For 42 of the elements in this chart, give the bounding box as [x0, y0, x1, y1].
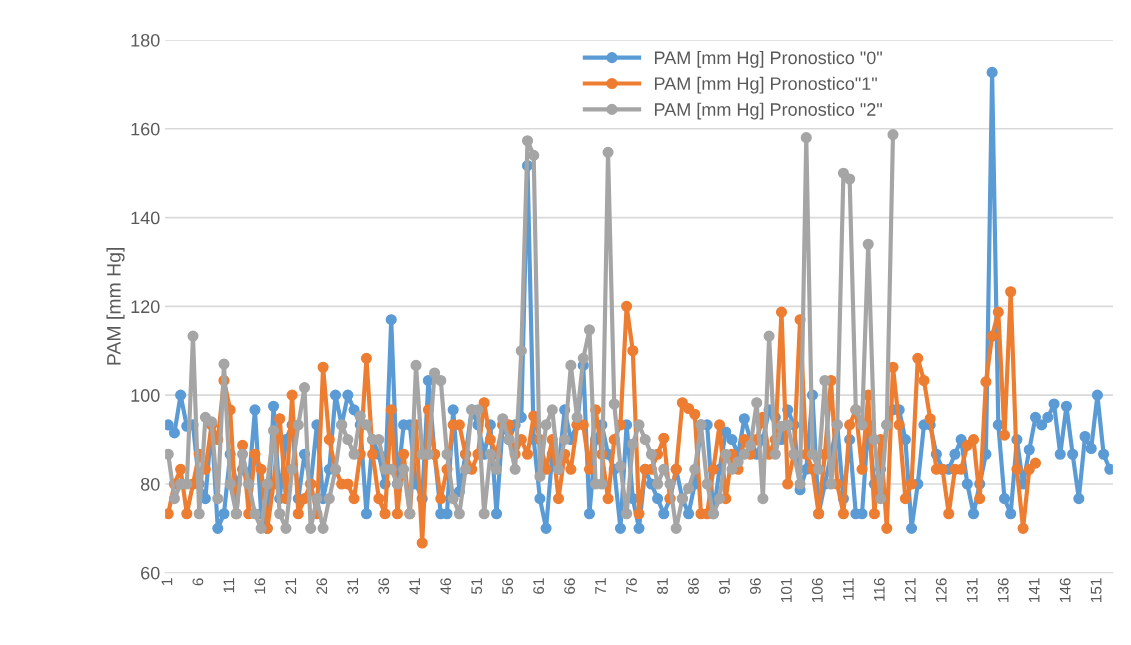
x-tick-label: 36 — [378, 578, 390, 595]
x-tick-label: 136 — [997, 578, 1009, 602]
x-tick-label: 66 — [564, 578, 575, 594]
x-tick-label: 51 — [471, 578, 483, 594]
y-tick-label: 100 — [131, 389, 160, 402]
legend-label: PAM [mm Hg] Pronostico "0" — [654, 50, 882, 68]
x-tick-label: 116 — [873, 578, 885, 601]
x-tick-label: 91 — [719, 578, 730, 594]
x-tick-label: 76 — [626, 578, 637, 594]
y-tick-label: 120 — [131, 300, 160, 314]
legend-label: PAM [mm Hg] Pronostico"1" — [654, 76, 877, 94]
y-tick-label: 160 — [131, 122, 160, 136]
y-tick-label: 80 — [140, 477, 160, 491]
x-tick-label: 96 — [750, 578, 761, 594]
y-tick-label: 140 — [131, 211, 160, 225]
x-tick-label: 31 — [347, 578, 359, 595]
y-tick-label: 60 — [141, 566, 160, 580]
x-tick-label: 46 — [440, 578, 452, 595]
x-tick-label: 141 — [1028, 578, 1040, 602]
x-tick-label: 71 — [595, 578, 606, 594]
x-tick-label: 56 — [502, 578, 514, 594]
x-tick-label: 151 — [1090, 578, 1102, 602]
x-tick-label: 11 — [223, 578, 235, 593]
x-tick-label: 111 — [843, 578, 854, 600]
x-tick-label: 106 — [811, 578, 823, 602]
y-tick-label: 180 — [131, 33, 160, 47]
x-tick-label: 61 — [533, 578, 544, 594]
x-tick-label: 6 — [192, 578, 204, 586]
x-tick-label: 101 — [780, 578, 792, 602]
x-tick-label: 131 — [966, 578, 978, 602]
x-tick-label: 41 — [409, 578, 420, 595]
x-tick-label: 126 — [935, 578, 947, 602]
y-axis-title: PAM [mm Hg] — [106, 247, 125, 365]
x-tick-label: 86 — [688, 578, 699, 594]
x-tick-label: 121 — [904, 578, 916, 602]
x-tick-label: 146 — [1059, 578, 1071, 602]
legend-label: PAM [mm Hg] Pronostico "2" — [654, 102, 882, 120]
x-tick-label: 26 — [316, 578, 328, 594]
x-tick-label: 21 — [285, 578, 297, 594]
x-tick-label: 16 — [254, 578, 266, 594]
x-tick-label: 1 — [161, 578, 173, 585]
x-tick-label: 81 — [657, 578, 668, 594]
